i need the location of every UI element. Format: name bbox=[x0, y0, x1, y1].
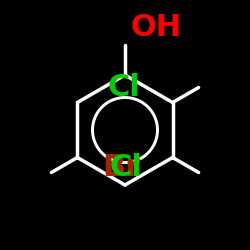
Text: OH: OH bbox=[130, 14, 181, 42]
Text: Cl: Cl bbox=[107, 73, 140, 102]
Text: Br: Br bbox=[102, 153, 140, 182]
Text: Cl: Cl bbox=[110, 153, 143, 182]
